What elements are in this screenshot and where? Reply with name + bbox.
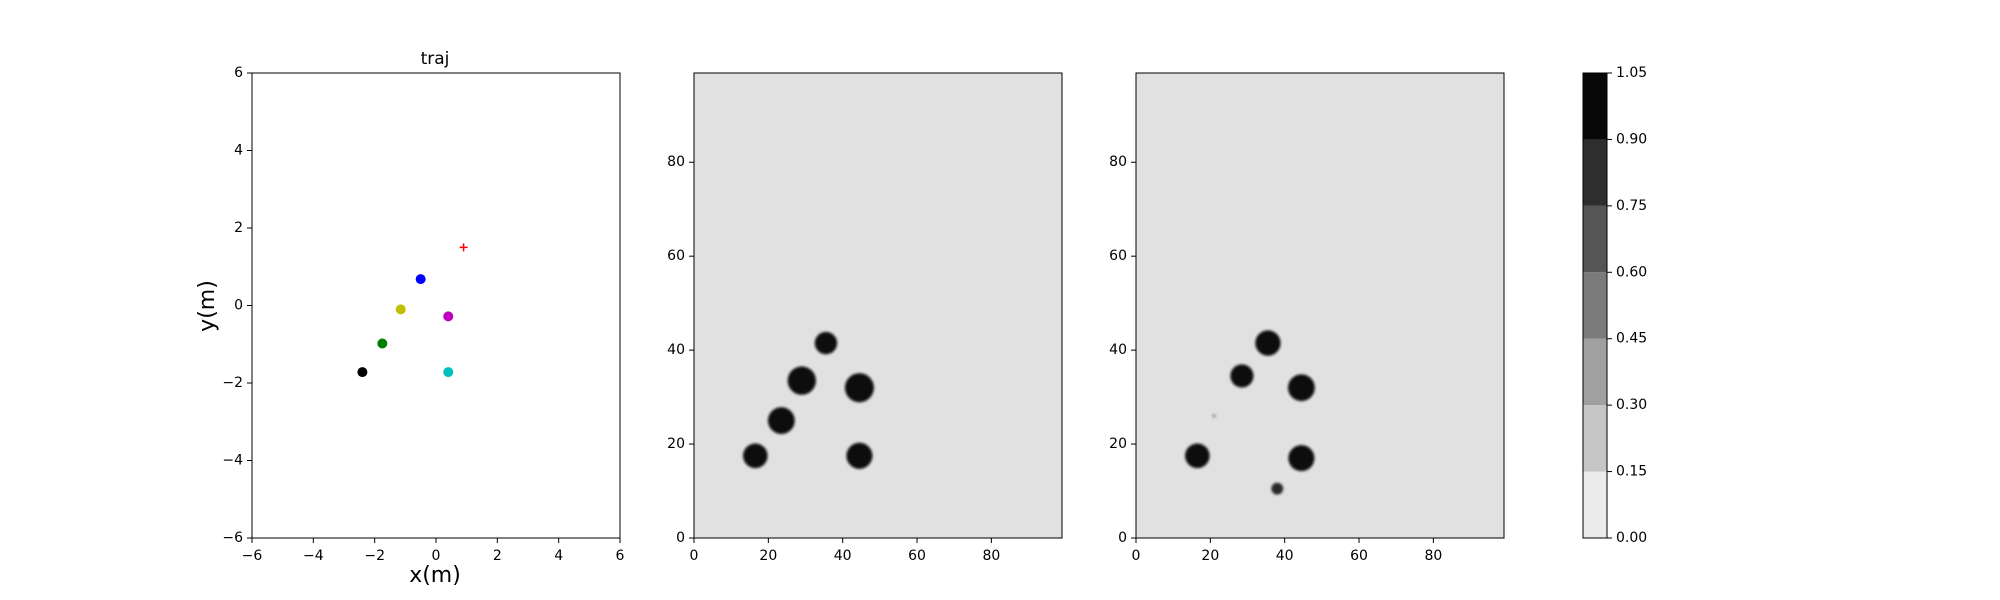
heatmap-y-tick-label: 60 (1109, 248, 1127, 264)
traj-x-tick-label: 0 (432, 548, 441, 564)
colorbar-tick-label: 0.45 (1616, 331, 1647, 347)
agent-point-2 (443, 311, 454, 322)
heatmap-y-tick-label: 20 (667, 436, 685, 452)
heatmap-y-tick-label: 80 (667, 154, 685, 170)
heatmap-background (1136, 73, 1504, 538)
traj-x-tick-label: −2 (364, 548, 385, 564)
heatmap-y-tick-label: 40 (1109, 342, 1127, 358)
heatmap-background (694, 73, 1062, 538)
obstacle-blob-3 (814, 331, 838, 355)
obstacle-blob-2 (787, 366, 816, 395)
traj-y-tick-label: −6 (222, 530, 243, 546)
heatmap-x-tick-label: 80 (1424, 548, 1442, 564)
traj-x-tick-label: −4 (303, 548, 324, 564)
obstacle-blob-4 (1288, 445, 1315, 472)
obstacle-blob-6 (1212, 414, 1216, 418)
traj-plot-title: traj (421, 49, 450, 69)
obstacle-blob-3 (1288, 374, 1315, 402)
heatmap-x-tick-label: 60 (908, 548, 926, 564)
traj-y-tick-label: 0 (234, 298, 243, 314)
traj-x-tick-label: −6 (242, 548, 263, 564)
heatmap-x-tick-label: 0 (1132, 548, 1141, 564)
obstacle-blob-1 (767, 407, 795, 434)
traj-y-tick-label: 2 (234, 220, 243, 236)
heatmap-x-tick-label: 40 (1276, 548, 1294, 564)
traj-y-tick-label: −4 (222, 453, 243, 469)
colorbar-band-5 (1583, 139, 1607, 206)
obstacle-blob-5 (1271, 482, 1284, 495)
agent-point-4 (357, 367, 368, 378)
obstacle-blob-5 (846, 442, 873, 469)
colorbar-band-1 (1583, 405, 1607, 472)
agent-point-1 (395, 304, 406, 315)
heatmap-y-tick-label: 80 (1109, 154, 1127, 170)
heatmap-x-tick-label: 80 (982, 548, 1000, 564)
heatmap-y-tick-label: 60 (667, 248, 685, 264)
heatmap-y-tick-label: 0 (1118, 530, 1127, 546)
obstacle-blob-0 (743, 443, 768, 469)
traj-y-tick-label: 6 (234, 65, 243, 81)
occupancy-heatmap-1: 0 20 40 60 80 0 20 40 60 80 (667, 72, 1063, 564)
traj-y-tick-label: −2 (222, 375, 243, 391)
heatmap-x-tick-label: 60 (1350, 548, 1368, 564)
agent-point-3 (377, 338, 388, 349)
colorbar-band-3 (1583, 272, 1607, 339)
heatmap-y-tick-label: 20 (1109, 436, 1127, 452)
heatmap-frame (1135, 72, 1505, 539)
colorbar-tick-label: 0.00 (1616, 530, 1647, 546)
agent-point-5 (443, 367, 454, 378)
obstacle-blob-2 (1255, 330, 1281, 356)
heatmap-y-tick-label: 40 (667, 342, 685, 358)
traj-plot-frame (251, 72, 621, 539)
traj-x-axis-label: x(m) (409, 563, 461, 588)
traj-y-axis-label: y(m) (195, 280, 220, 332)
colorbar-tick-label: 0.15 (1616, 464, 1647, 480)
colorbar-tick-label: 0.75 (1616, 198, 1647, 214)
colorbar-band-4 (1583, 205, 1607, 273)
colorbar: 0.00 0.15 0.30 0.45 0.60 0.75 0.90 1.05 (1582, 65, 1647, 546)
traj-x-tick-label: 6 (616, 548, 625, 564)
colorbar-frame (1582, 72, 1608, 539)
colorbar-band-0 (1583, 471, 1607, 538)
heatmap-x-tick-label: 40 (834, 548, 852, 564)
obstacle-blob-0 (1185, 443, 1210, 469)
heatmap-x-tick-label: 0 (690, 548, 699, 564)
traj-y-tick-label: 4 (234, 143, 243, 159)
obstacle-blob-1 (1230, 364, 1254, 388)
heatmap-y-tick-label: 0 (676, 530, 685, 546)
colorbar-tick-label: 0.30 (1616, 397, 1647, 413)
agent-point-0 (415, 274, 426, 285)
colorbar-tick-label: 0.60 (1616, 264, 1647, 280)
colorbar-tick-label: 0.90 (1616, 131, 1647, 147)
heatmap-frame (693, 72, 1063, 539)
heatmap-x-tick-label: 20 (1201, 548, 1219, 564)
colorbar-tick-label: 1.05 (1616, 65, 1647, 81)
occupancy-heatmap-2: 0 20 40 60 80 0 20 40 60 80 (1109, 72, 1505, 564)
traj-x-tick-label: 2 (493, 548, 502, 564)
colorbar-band-6 (1583, 73, 1607, 140)
heatmap-x-tick-label: 20 (759, 548, 777, 564)
goal-marker (459, 243, 468, 252)
colorbar-band-2 (1583, 338, 1607, 406)
traj-plot: traj x(m) y(m) −6 −4 −2 0 2 4 6 −6 −4 −2 0 2 4 6 (195, 49, 625, 588)
obstacle-blob-4 (844, 373, 874, 403)
traj-x-tick-label: 4 (554, 548, 563, 564)
